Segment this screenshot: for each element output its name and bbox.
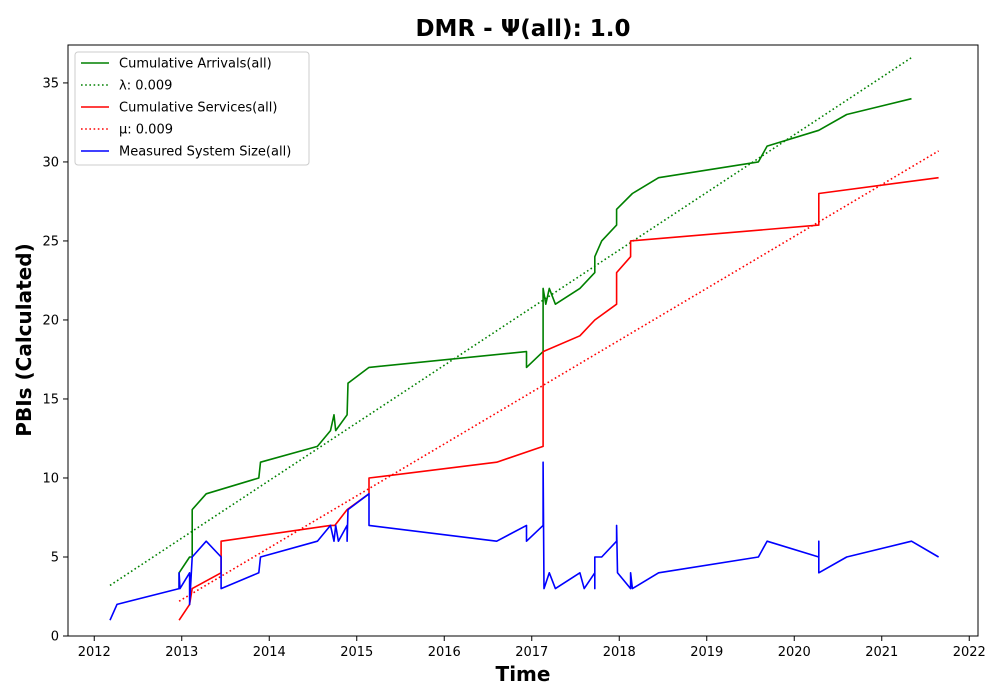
- x-tick-label-10: 2022: [953, 645, 986, 660]
- x-tick-label-4: 2016: [428, 645, 461, 660]
- legend-label-1: λ: 0.009: [119, 79, 172, 94]
- legend-box: [74, 51, 310, 166]
- series-line-2: [178, 176, 939, 621]
- x-axis-title: Time: [496, 662, 551, 686]
- chart-title: DMR - Ψ(all): 1.0: [415, 16, 630, 42]
- y-axis: 0 5 10 15 20 25 30 35: [42, 76, 68, 645]
- y-tick-label-5: 25: [42, 234, 59, 249]
- x-axis: 2012 2013 2014 2015 2016 2017 2018 2019 2020 2021…: [78, 636, 986, 660]
- series-line-1: [109, 56, 912, 587]
- series-layer: [109, 56, 940, 621]
- series-line-4: [109, 461, 940, 621]
- x-tick-label-2: 2014: [253, 645, 286, 660]
- series-line-0: [178, 97, 912, 589]
- legend-label-4: Measured System Size(all): [119, 145, 291, 160]
- x-tick-label-1: 2013: [165, 645, 198, 660]
- plot-frame: [67, 44, 979, 637]
- plot-area: [67, 44, 979, 637]
- x-tick-label-3: 2015: [340, 645, 373, 660]
- legend: Cumulative Arrivals(all) λ: 0.009 Cumulati…: [74, 51, 310, 166]
- y-tick-label-1: 5: [51, 550, 59, 565]
- y-axis-title: PBIs (Calculated): [12, 243, 36, 436]
- x-tick-label-0: 2012: [78, 645, 111, 660]
- x-tick-label-5: 2017: [515, 645, 548, 660]
- series-line-3: [178, 150, 940, 602]
- y-tick-label-7: 35: [42, 76, 59, 91]
- legend-label-3: μ: 0.009: [119, 123, 173, 138]
- y-tick-label-0: 0: [51, 630, 59, 645]
- legend-label-2: Cumulative Services(all): [119, 101, 277, 116]
- x-tick-label-8: 2020: [778, 645, 811, 660]
- legend-label-0: Cumulative Arrivals(all): [119, 57, 272, 72]
- x-tick-label-9: 2021: [865, 645, 898, 660]
- y-tick-label-3: 15: [42, 392, 59, 407]
- x-tick-label-6: 2018: [603, 645, 636, 660]
- y-tick-label-6: 30: [42, 155, 59, 170]
- y-tick-label-4: 20: [42, 313, 59, 328]
- y-tick-label-2: 10: [42, 471, 59, 486]
- x-tick-label-7: 2019: [690, 645, 723, 660]
